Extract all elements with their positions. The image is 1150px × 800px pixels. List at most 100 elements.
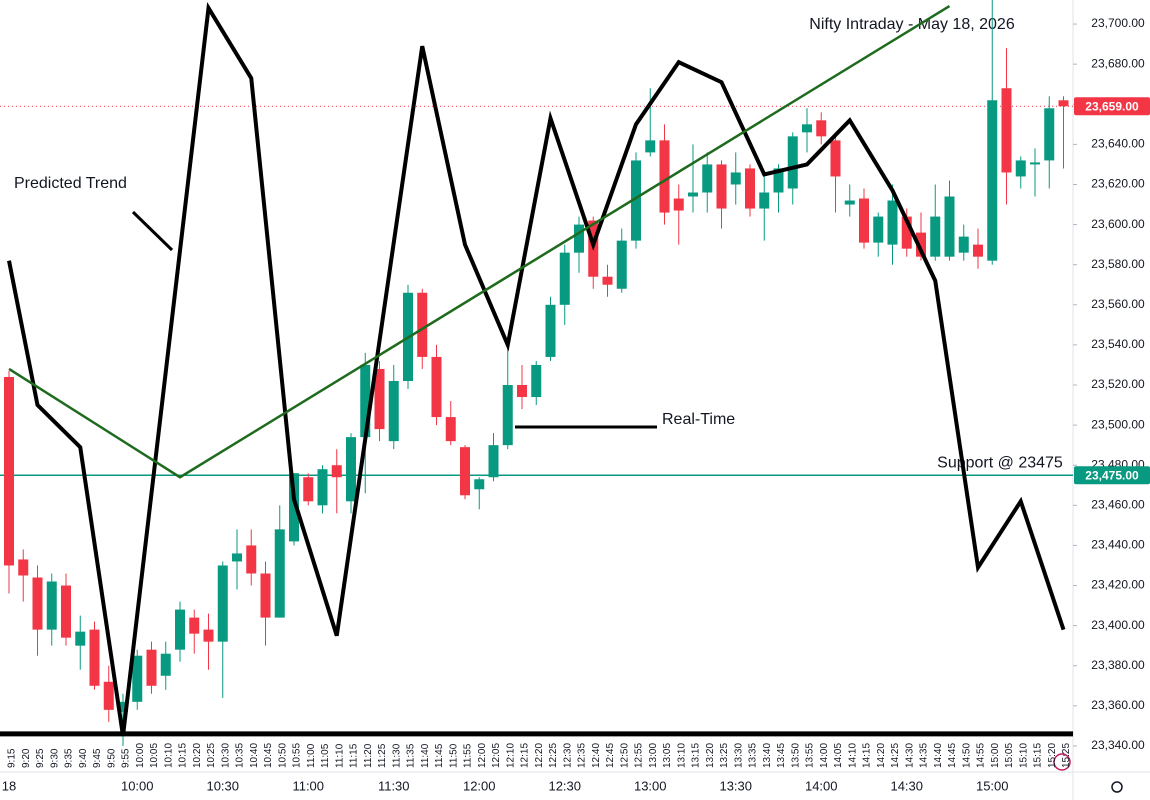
x-tick-label: 13:45 bbox=[776, 743, 787, 768]
x-tick-label: 13:05 bbox=[662, 743, 673, 768]
x-tick-label: 13:00 bbox=[648, 743, 659, 768]
hline-label: Support @ 23475 bbox=[937, 454, 1063, 471]
candle-body bbox=[844, 200, 855, 205]
x-tick-label: 9:45 bbox=[92, 748, 103, 768]
y-tick-label: 23,440.00 bbox=[1091, 538, 1145, 552]
x-major-label: 10:30 bbox=[206, 778, 239, 793]
candle-body bbox=[559, 252, 570, 305]
x-tick-label: 15:25 bbox=[1061, 743, 1072, 768]
candle-body bbox=[802, 124, 812, 133]
x-major-label: 11:30 bbox=[378, 778, 410, 793]
x-tick-label: 11:55 bbox=[463, 743, 474, 768]
x-major-label: 14:30 bbox=[890, 778, 923, 793]
x-tick-label: 9:30 bbox=[49, 748, 60, 768]
y-tick-label: 23,580.00 bbox=[1091, 257, 1145, 271]
x-tick-label: 11:35 bbox=[406, 743, 417, 768]
candle-body bbox=[146, 649, 157, 686]
x-tick-label: 14:55 bbox=[976, 743, 987, 768]
x-tick-label: 15:05 bbox=[1004, 743, 1015, 768]
y-tick-label: 23,700.00 bbox=[1091, 16, 1145, 30]
y-tick-label: 23,520.00 bbox=[1091, 377, 1145, 391]
x-tick-label: 11:05 bbox=[320, 743, 331, 768]
trend-line bbox=[7, 2, 1066, 737]
x-tick-label: 12:20 bbox=[534, 743, 545, 768]
x-major-label: 14:00 bbox=[805, 778, 838, 793]
x-major-label: 12:30 bbox=[548, 778, 581, 793]
candle-body bbox=[1058, 100, 1069, 107]
candle-body bbox=[331, 465, 342, 478]
x-tick-label: 14:10 bbox=[847, 743, 858, 768]
candle-body bbox=[987, 100, 998, 261]
candle-body bbox=[1044, 108, 1055, 161]
x-tick-label: 14:50 bbox=[961, 743, 972, 768]
candle-body bbox=[702, 164, 713, 193]
x-tick-label: 14:25 bbox=[890, 743, 901, 768]
x-tick-label: 13:40 bbox=[762, 743, 773, 768]
candle-body bbox=[417, 292, 428, 357]
x-tick-label: 10:10 bbox=[163, 743, 174, 768]
candle-body bbox=[887, 200, 898, 245]
candle-body bbox=[901, 216, 912, 249]
x-tick-label: 10:30 bbox=[220, 743, 231, 768]
candle-body bbox=[18, 559, 29, 576]
annotation-pointer bbox=[131, 210, 174, 252]
candle-body bbox=[673, 198, 684, 211]
x-tick-label: 13:30 bbox=[733, 743, 744, 768]
y-tick-label: 23,620.00 bbox=[1091, 177, 1145, 191]
price-tag-label: 23,475.00 bbox=[1085, 468, 1139, 482]
candle-body bbox=[303, 477, 314, 502]
x-tick-label: 13:20 bbox=[705, 743, 716, 768]
candle-body bbox=[388, 380, 399, 442]
x-tick-label: 15:00 bbox=[990, 743, 1001, 768]
x-tick-label: 9:35 bbox=[64, 748, 75, 768]
x-tick-label: 12:25 bbox=[548, 743, 559, 768]
candle-body bbox=[203, 629, 214, 642]
candle-body bbox=[1001, 88, 1012, 173]
x-tick-label: 10:20 bbox=[192, 743, 203, 768]
candle-body bbox=[32, 577, 43, 630]
candle-body bbox=[445, 417, 456, 442]
y-tick-label: 23,380.00 bbox=[1091, 658, 1145, 672]
candle-body bbox=[773, 168, 784, 193]
candle-body bbox=[502, 385, 513, 446]
candle-body bbox=[859, 198, 869, 243]
x-tick-label: 11:15 bbox=[349, 743, 360, 768]
candle-body bbox=[374, 368, 385, 430]
x-tick-label: 14:00 bbox=[819, 743, 830, 768]
candle-body bbox=[873, 216, 884, 243]
chart-title: Nifty Intraday - May 18, 2026 bbox=[809, 16, 1015, 33]
candle-body bbox=[61, 585, 71, 638]
settings-icon[interactable] bbox=[1111, 781, 1123, 793]
candle-body bbox=[631, 160, 641, 241]
candle-body bbox=[602, 276, 613, 285]
y-tick-label: 23,560.00 bbox=[1091, 297, 1145, 311]
x-major-label: 11:00 bbox=[292, 778, 324, 793]
candle-body bbox=[645, 140, 656, 153]
x-tick-label: 15:15 bbox=[1033, 743, 1044, 768]
x-tick-label: 10:45 bbox=[263, 743, 274, 768]
y-tick-label: 23,360.00 bbox=[1091, 698, 1145, 712]
x-tick-label: 12:55 bbox=[634, 743, 645, 768]
x-tick-label: 10:25 bbox=[206, 743, 217, 768]
y-tick-label: 23,640.00 bbox=[1091, 137, 1145, 151]
x-tick-label: 13:10 bbox=[676, 743, 687, 768]
x-tick-label: 13:35 bbox=[748, 743, 759, 768]
candle-body bbox=[189, 617, 200, 634]
price-tag-label: 23,659.00 bbox=[1085, 99, 1139, 113]
y-tick-label: 23,460.00 bbox=[1091, 497, 1145, 511]
x-tick-label: 13:55 bbox=[805, 743, 816, 768]
x-major-label: 13:00 bbox=[634, 778, 667, 793]
candle-body bbox=[759, 192, 770, 209]
candle-body bbox=[916, 232, 926, 257]
x-tick-label: 10:40 bbox=[249, 743, 260, 768]
x-tick-label: 14:05 bbox=[833, 743, 844, 768]
candle-body bbox=[787, 136, 798, 189]
candle-body bbox=[716, 164, 727, 209]
candle-body bbox=[1030, 162, 1040, 165]
candle-body bbox=[246, 545, 257, 574]
x-tick-label: 13:25 bbox=[719, 743, 730, 768]
x-tick-label: 12:05 bbox=[491, 743, 502, 768]
y-tick-label: 23,340.00 bbox=[1091, 738, 1145, 752]
x-tick-label: 15:20 bbox=[1047, 743, 1058, 768]
